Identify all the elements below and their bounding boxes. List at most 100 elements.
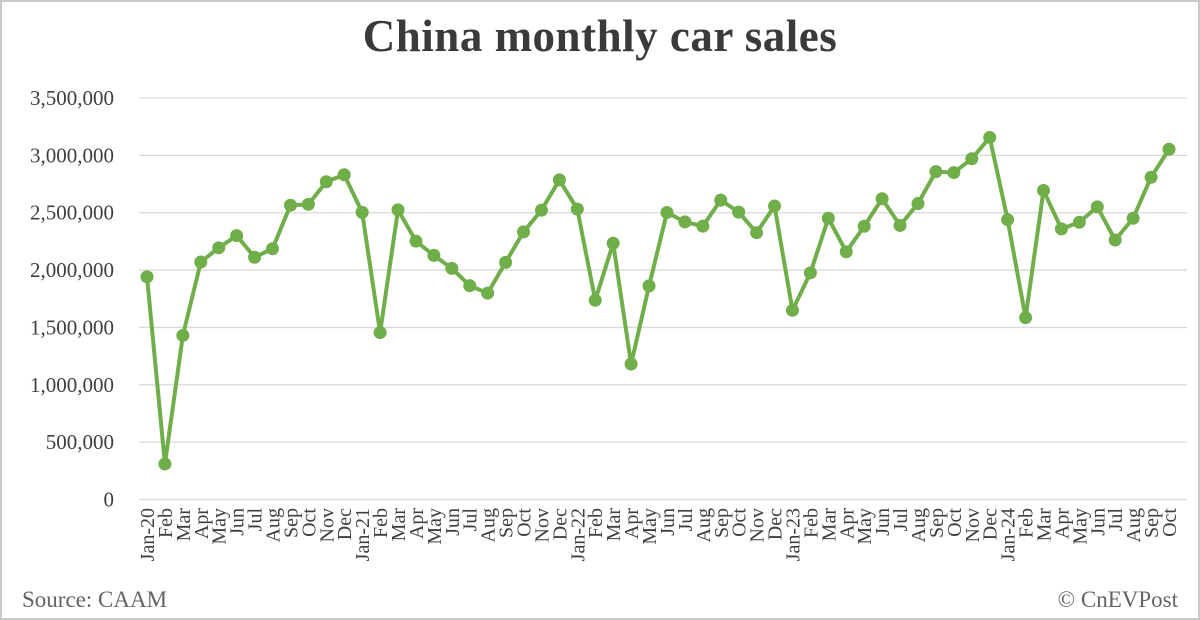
x-tick-label: Oct xyxy=(298,508,320,537)
data-point-marker xyxy=(552,173,566,187)
x-tick-label: Sep xyxy=(711,508,733,538)
data-point-markers xyxy=(140,130,1176,471)
x-tick-label: Jul xyxy=(460,508,482,532)
x-tick-label: Feb xyxy=(585,508,607,538)
x-tick-label: Apr xyxy=(836,508,858,539)
data-point-marker xyxy=(212,241,226,255)
data-point-marker xyxy=(391,203,405,217)
watermark-credit: © CnEVPost xyxy=(1057,587,1178,612)
data-point-marker xyxy=(1108,233,1122,247)
data-point-marker xyxy=(1090,200,1104,214)
x-tick-label: May xyxy=(209,508,231,545)
data-point-marker xyxy=(337,168,351,182)
x-tick-label: Apr xyxy=(406,508,428,539)
x-tick-label: Aug xyxy=(263,508,285,542)
x-tick-label: Jan-23 xyxy=(782,508,804,561)
x-tick-label: Jan-22 xyxy=(567,508,589,561)
x-tick-label: Jun xyxy=(227,508,249,536)
data-point-marker xyxy=(893,218,907,232)
x-tick-label: Dec xyxy=(765,508,787,540)
data-point-marker xyxy=(409,234,423,248)
data-point-marker xyxy=(947,166,961,180)
x-tick-label: Nov xyxy=(747,508,769,542)
y-tick-label: 2,000,000 xyxy=(30,258,114,282)
data-point-marker xyxy=(266,242,280,256)
x-tick-label: Mar xyxy=(388,508,410,542)
x-tick-label: Sep xyxy=(926,508,948,538)
x-tick-label: May xyxy=(424,508,446,545)
x-tick-label: Mar xyxy=(603,508,625,542)
x-tick-label: Nov xyxy=(316,508,338,542)
data-point-marker xyxy=(283,198,297,212)
data-point-marker xyxy=(768,199,782,213)
x-tick-label: Mar xyxy=(1033,508,1055,542)
data-point-marker xyxy=(857,219,871,233)
data-point-marker xyxy=(839,245,853,259)
data-point-marker xyxy=(606,236,620,250)
data-point-marker xyxy=(732,205,746,219)
x-tick-label: Feb xyxy=(155,508,177,538)
data-point-marker xyxy=(588,293,602,307)
data-point-marker xyxy=(158,457,172,471)
data-point-marker xyxy=(929,165,943,179)
x-tick-label: Jun xyxy=(657,508,679,536)
x-tick-label: Feb xyxy=(800,508,822,538)
x-tick-label: Jan-24 xyxy=(998,508,1020,561)
x-tick-label: Oct xyxy=(1159,508,1181,537)
y-tick-label: 0 xyxy=(104,488,115,512)
data-point-marker xyxy=(1126,211,1140,225)
x-tick-label: Dec xyxy=(334,508,356,540)
x-tick-label: Aug xyxy=(1123,508,1145,542)
data-point-marker xyxy=(642,279,656,293)
data-point-marker xyxy=(1001,213,1015,227)
y-tick-label: 3,000,000 xyxy=(30,143,114,167)
x-tick-label: Aug xyxy=(693,508,715,542)
y-tick-label: 3,500,000 xyxy=(30,86,114,110)
x-tick-label: Apr xyxy=(621,508,643,539)
data-point-marker xyxy=(911,197,925,211)
x-tick-label: Oct xyxy=(729,508,751,537)
y-tick-label: 2,500,000 xyxy=(30,201,114,225)
x-tick-label: May xyxy=(639,508,661,545)
data-point-marker xyxy=(355,205,369,219)
data-point-marker xyxy=(463,279,477,293)
chart-title: China monthly car sales xyxy=(362,11,838,61)
sales-line xyxy=(145,135,1171,466)
x-tick-label: Sep xyxy=(496,508,518,538)
x-tick-label: Jun xyxy=(1087,508,1109,536)
source-label: Source: CAAM xyxy=(22,587,168,612)
x-tick-label: Oct xyxy=(514,508,536,537)
data-point-marker xyxy=(1036,183,1050,197)
data-point-marker xyxy=(570,202,584,216)
data-point-marker xyxy=(624,357,638,371)
x-tick-label: Apr xyxy=(191,508,213,539)
x-tick-label: Aug xyxy=(478,508,500,542)
x-tick-label: Feb xyxy=(1016,508,1038,538)
data-point-marker xyxy=(1162,142,1176,156)
data-point-marker xyxy=(678,215,692,229)
y-tick-label: 1,500,000 xyxy=(30,315,114,339)
x-tick-label: Mar xyxy=(173,508,195,542)
data-point-marker xyxy=(660,205,674,219)
data-point-marker xyxy=(319,175,333,189)
x-tick-label: Apr xyxy=(1051,508,1073,539)
x-tick-label: Jul xyxy=(245,508,267,532)
x-tick-label: Jun xyxy=(442,508,464,536)
x-tick-label: Jul xyxy=(1105,508,1127,532)
data-point-marker xyxy=(230,229,244,243)
data-point-marker xyxy=(696,219,710,233)
data-point-marker xyxy=(248,250,262,264)
x-tick-label: May xyxy=(854,508,876,545)
x-tick-label: Jan-21 xyxy=(352,508,374,561)
data-point-marker xyxy=(983,130,997,144)
x-tick-label: Jul xyxy=(890,508,912,532)
data-point-marker xyxy=(517,225,531,239)
data-point-marker xyxy=(1019,311,1033,325)
data-point-marker xyxy=(785,303,799,317)
data-point-marker xyxy=(1072,215,1086,229)
x-tick-label: Jan-20 xyxy=(137,508,159,561)
y-tick-label: 1,000,000 xyxy=(30,373,114,397)
data-point-marker xyxy=(1144,170,1158,184)
x-tick-label: Oct xyxy=(944,508,966,537)
